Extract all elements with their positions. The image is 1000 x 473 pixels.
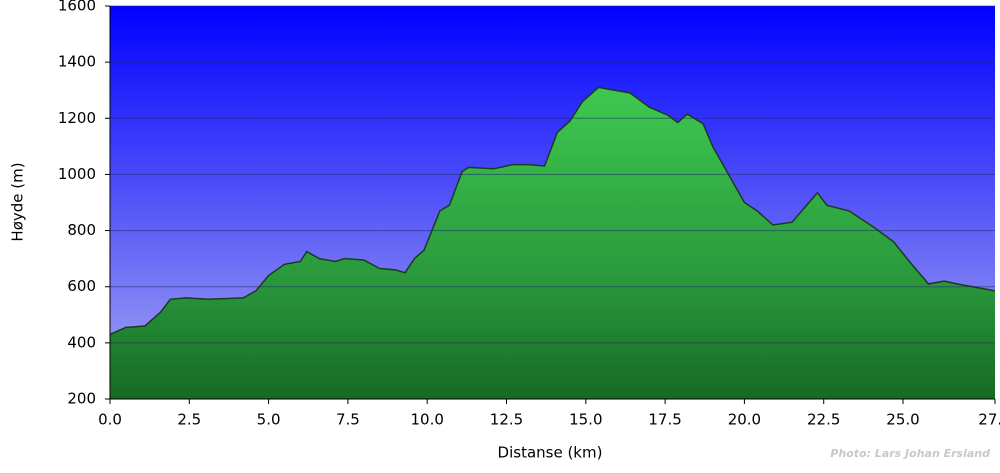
y-tick-label: 1200 xyxy=(58,109,96,127)
x-tick-label: 5.0 xyxy=(257,411,281,429)
y-tick-label: 600 xyxy=(67,277,96,295)
x-axis-label: Distanse (km) xyxy=(498,444,603,462)
x-tick-label: 15.0 xyxy=(569,411,602,429)
y-tick-label: 1400 xyxy=(58,53,96,71)
x-tick-label: 22.5 xyxy=(807,411,840,429)
x-tick-label: 25.0 xyxy=(886,411,919,429)
x-tick-label: 0.0 xyxy=(98,411,122,429)
x-tick-label: 20.0 xyxy=(728,411,761,429)
x-tick-label: 17.5 xyxy=(648,411,681,429)
x-tick-label: 12.5 xyxy=(490,411,523,429)
y-tick-label: 1000 xyxy=(58,165,96,183)
y-tick-label: 1600 xyxy=(58,0,96,15)
y-tick-label: 800 xyxy=(67,221,96,239)
area-fill xyxy=(110,87,995,400)
y-axis-label: Høyde (m) xyxy=(9,162,27,241)
y-tick-label: 200 xyxy=(67,390,96,408)
x-tick-label: 27.9 xyxy=(978,411,1000,429)
x-tick-label: 2.5 xyxy=(177,411,201,429)
y-tick-label: 400 xyxy=(67,333,96,351)
x-tick-label: 10.0 xyxy=(411,411,444,429)
area-outline xyxy=(109,86,996,336)
photo-credit: Photo: Lars Johan Ersland xyxy=(830,447,990,460)
x-tick-label: 7.5 xyxy=(336,411,360,429)
